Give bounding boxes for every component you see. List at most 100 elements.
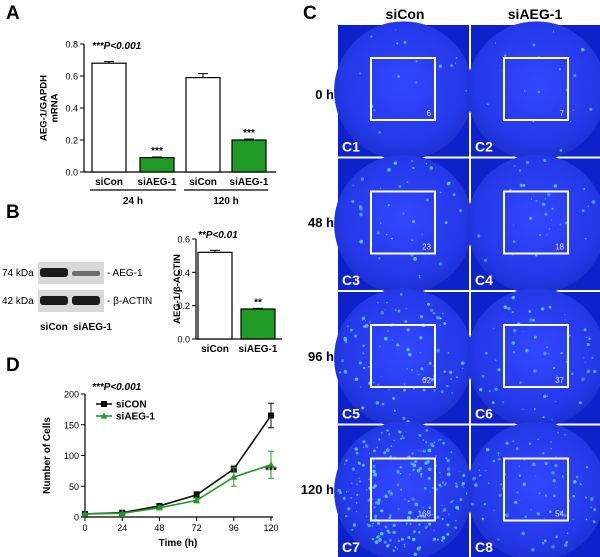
- cell-dot: [436, 515, 440, 519]
- cell-dot: [556, 374, 558, 377]
- panel-a-bar: [91, 62, 127, 173]
- panel-a-y-tick-label: 0.4: [65, 104, 78, 114]
- cell-dot: [581, 377, 585, 381]
- cell-dot: [542, 416, 545, 419]
- cell-count-label: 62: [422, 376, 431, 385]
- cell-dot: [380, 431, 383, 434]
- cell-dot: [407, 515, 411, 520]
- cell-dot: [360, 386, 362, 388]
- marker-label-74: 74 kDa: [2, 268, 34, 279]
- panel-b-y-axis-label: AEG-1/β-ACTIN: [172, 254, 183, 324]
- cell-dot: [406, 181, 409, 183]
- cell-dot: [378, 538, 382, 542]
- micrograph-grid: siCon siAEG-1 0 h 48 h 96 h 120 h 6C17C2…: [301, 6, 600, 557]
- cell-dot: [544, 517, 546, 519]
- panel-b-y-tick-label: 0.2: [177, 301, 190, 311]
- cell-dot: [564, 314, 566, 316]
- marker-label-42: 42 kDa: [2, 296, 34, 307]
- cell-dot: [471, 502, 475, 506]
- cell-dot: [431, 513, 434, 516]
- cell-dot: [428, 522, 432, 526]
- cell-dot: [422, 506, 425, 509]
- cell-dot: [390, 445, 393, 448]
- cell-dot: [401, 436, 405, 440]
- cell-dot: [429, 442, 434, 447]
- cell-dot: [396, 548, 399, 550]
- cell-dot: [349, 328, 353, 332]
- cell-dot: [359, 212, 363, 217]
- cell-dot: [438, 64, 443, 68]
- cell-dot: [377, 534, 381, 538]
- cell-dot: [457, 508, 460, 511]
- cell-dot: [345, 491, 348, 493]
- cell-dot: [418, 450, 420, 452]
- cell-dot: [385, 301, 388, 304]
- micrograph-tile-c1: 6 C1: [334, 21, 473, 161]
- tile-label: C6: [475, 406, 493, 422]
- cell-dot: [412, 463, 416, 467]
- band-label-aeg1: - AEG-1: [107, 268, 143, 279]
- cell-dot: [355, 502, 358, 504]
- panel-letter-c: C: [303, 3, 317, 24]
- cell-dot: [362, 344, 365, 348]
- cell-dot: [501, 400, 505, 404]
- cell-dot: [343, 369, 348, 374]
- cell-dot: [530, 509, 532, 511]
- panel-d-y-tick-label: 50: [69, 482, 79, 492]
- panel-a-significance-annotation: ***P<0.001: [92, 41, 142, 52]
- cell-dot: [487, 103, 489, 105]
- cell-dot: [393, 161, 398, 165]
- cell-dot: [550, 219, 553, 221]
- cell-dot: [533, 369, 537, 373]
- cell-dot: [565, 540, 569, 544]
- cell-dot: [535, 475, 537, 477]
- culture-dish: [467, 421, 600, 557]
- cell-dot: [429, 166, 433, 170]
- cell-dot: [493, 509, 495, 511]
- cell-dot: [413, 257, 417, 261]
- cell-dot: [371, 525, 373, 527]
- cell-dot: [432, 311, 436, 315]
- cell-dot: [442, 541, 444, 543]
- panel-d-y-tick-label: 0: [74, 513, 79, 523]
- cell-dot: [407, 500, 410, 503]
- cell-dot: [379, 187, 382, 189]
- cell-dot: [385, 233, 388, 236]
- counting-box: [370, 57, 436, 121]
- cell-dot: [341, 359, 345, 363]
- culture-dish: [467, 21, 600, 161]
- cell-dot: [454, 526, 457, 529]
- micrograph-tile-c4: 18 C4: [467, 154, 600, 294]
- cell-dot: [356, 493, 359, 497]
- cell-dot: [365, 489, 368, 491]
- cell-dot: [346, 325, 349, 328]
- cell-dot: [364, 320, 367, 322]
- panel-b-bar: [240, 308, 276, 340]
- micrograph-tile-c6: 37 C6: [467, 288, 600, 428]
- cell-dot: [374, 540, 379, 544]
- cell-dot: [436, 538, 439, 541]
- cell-dot: [387, 168, 391, 172]
- cell-dot: [522, 408, 524, 410]
- cell-dot: [361, 406, 365, 410]
- cell-dot: [410, 159, 414, 163]
- cell-dot: [491, 401, 495, 405]
- cell-dot: [391, 339, 394, 341]
- cell-dot: [546, 234, 548, 236]
- panel-d-x-tick-label: 72: [192, 523, 202, 533]
- cell-dot: [403, 383, 406, 386]
- row-label-120h: 120 h: [301, 482, 334, 497]
- cell-dot: [497, 452, 500, 455]
- cell-dot: [446, 458, 451, 463]
- cell-dot: [442, 441, 445, 445]
- cell-dot: [342, 496, 346, 500]
- cell-dot: [409, 473, 411, 476]
- cell-dot: [396, 343, 400, 347]
- cell-dot: [487, 482, 490, 485]
- panel-a-group-label: 120 h: [213, 196, 239, 207]
- cell-dot: [525, 160, 530, 165]
- cell-dot: [446, 472, 451, 477]
- cell-dot: [425, 525, 429, 528]
- panel-d-point-triangle: [230, 473, 238, 480]
- cell-dot: [436, 348, 440, 353]
